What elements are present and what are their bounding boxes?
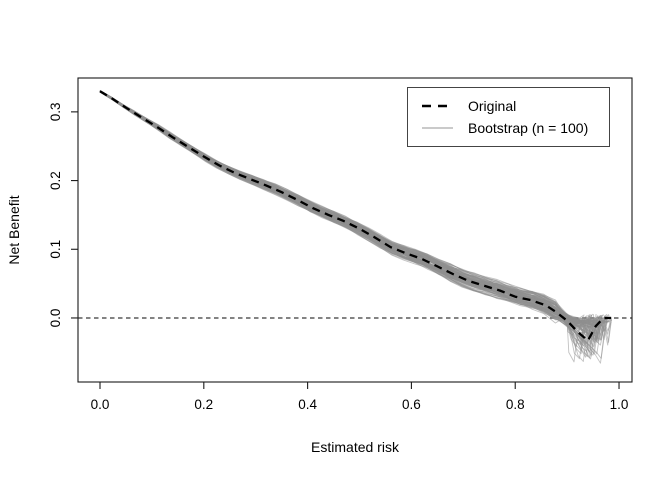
y-tick-label: 0.0 <box>48 309 63 328</box>
y-tick-label: 0.3 <box>48 102 63 121</box>
legend-bootstrap-line-sample <box>422 127 453 129</box>
y-axis: 0.0 0.1 0.2 0.3 <box>48 102 78 327</box>
y-tick-label: 0.1 <box>48 240 63 259</box>
plot-box <box>77 77 633 383</box>
legend-label-bootstrap: Bootstrap (n = 100) <box>468 120 589 136</box>
x-tick-label: 0.2 <box>194 397 213 412</box>
y-tick-label: 0.2 <box>48 171 63 190</box>
x-axis-title: Estimated risk <box>311 439 400 455</box>
x-tick-label: 0.0 <box>91 397 110 412</box>
x-axis: 0.0 0.2 0.4 0.6 0.8 1.0 <box>91 382 629 412</box>
x-tick-label: 0.6 <box>402 397 421 412</box>
bootstrap-lines <box>99 90 613 364</box>
bootstrap-line <box>99 91 612 341</box>
x-tick-label: 0.4 <box>298 397 317 412</box>
original-curve <box>99 90 612 342</box>
bootstrap-line <box>99 90 607 326</box>
x-tick-label: 0.8 <box>506 397 525 412</box>
legend-label-original: Original <box>468 98 517 114</box>
legend: Original Bootstrap (n = 100) <box>407 87 610 147</box>
x-tick-label: 1.0 <box>610 397 629 412</box>
y-axis-title: Net Benefit <box>6 195 22 264</box>
legend-row-bootstrap: Bootstrap (n = 100) <box>421 118 609 139</box>
original-line <box>99 90 612 342</box>
legend-row-original: Original <box>421 96 609 117</box>
legend-original-line-sample <box>422 104 453 108</box>
